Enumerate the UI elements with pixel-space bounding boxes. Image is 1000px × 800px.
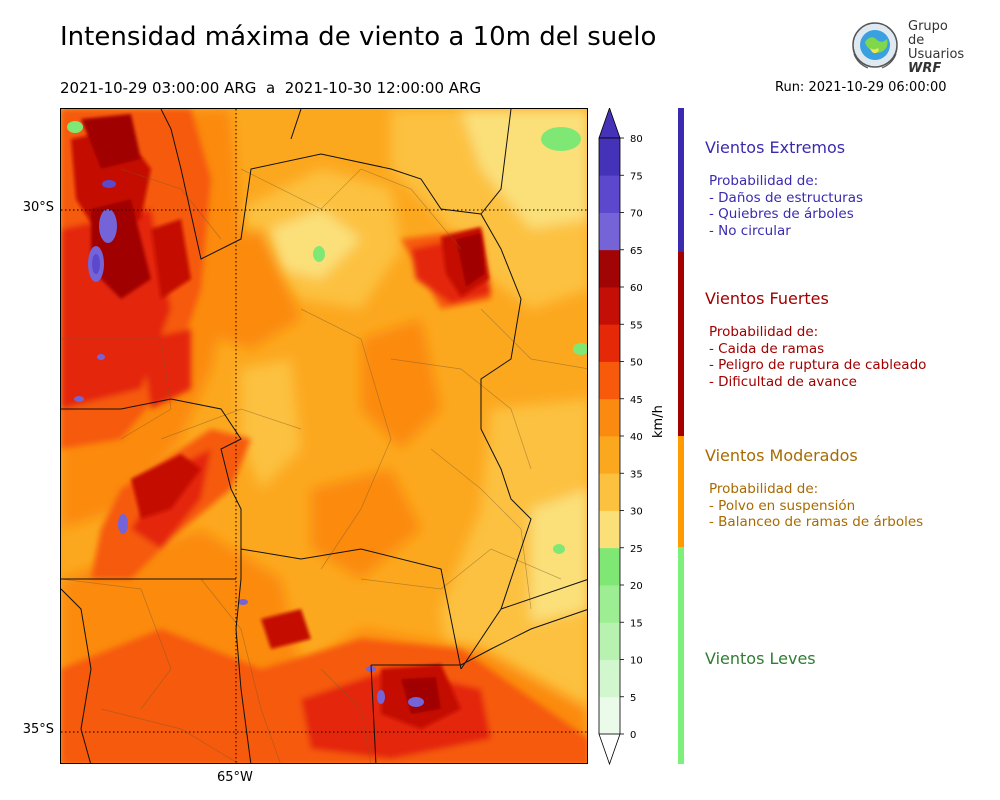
colorbar-tick-label: 20 — [630, 581, 643, 592]
category-leves: Vientos Leves — [705, 649, 816, 668]
colorbar-unit-label: km/h — [651, 405, 666, 438]
legend-bar-fuertes — [678, 252, 684, 436]
graticule — [61, 109, 587, 763]
colorbar: 0 5 10 15 20 25 30 35 40 45 50 55 60 65 70 75 80 — [598, 106, 668, 768]
colorbar-tick-label: 75 — [630, 171, 643, 182]
colorbar-segment — [599, 249, 620, 288]
wind-field-svg — [61, 109, 587, 763]
lat-label-30s: 30°S — [22, 200, 54, 215]
province-boundaries — [61, 109, 587, 763]
colorbar-segment — [599, 212, 620, 251]
field-light-specks — [67, 121, 587, 554]
colorbar-tick-label: 5 — [630, 693, 636, 704]
colorbar-segment — [599, 324, 620, 362]
colorbar-segment — [599, 510, 620, 549]
category-title: Vientos Extremos — [705, 138, 846, 157]
colorbar-segment — [599, 361, 620, 400]
colorbar-segment — [599, 138, 620, 176]
colorbar-tick-label: 65 — [630, 246, 643, 257]
category-description: Probabilidad de: - Daños de estructuras … — [705, 173, 863, 239]
colorbar-tick-label: 55 — [630, 320, 643, 331]
category-extremos: Vientos Extremos Probabilidad de: - Daño… — [705, 138, 863, 239]
run-time: Run: 2021-10-29 06:00:00 — [775, 80, 947, 95]
colorbar-segment — [599, 696, 620, 735]
category-line: - Polvo en suspensión — [709, 497, 856, 514]
colorbar-segment — [599, 398, 620, 437]
category-line: - Quiebres de árboles — [709, 206, 854, 222]
logo-line-2: Usuarios — [908, 47, 965, 62]
category-line: - Dificultad de avance — [709, 373, 857, 390]
category-line: - No circular — [709, 222, 791, 239]
colorbar-segment — [599, 659, 620, 698]
category-title: Vientos Moderados — [705, 446, 858, 465]
department-boundaries — [61, 168, 587, 763]
colorbar-tick-label: 50 — [630, 358, 643, 369]
colorbar-tick-label: 60 — [630, 283, 643, 294]
colorbar-tick-label: 40 — [630, 432, 643, 443]
colorbar-segment — [599, 175, 620, 213]
colorbar-svg: 0 5 10 15 20 25 30 35 40 45 50 55 60 65 70 75 80 — [598, 106, 643, 766]
wind-map — [60, 108, 588, 764]
period-separator: a — [265, 79, 276, 97]
category-line: - Peligro de ruptura de cableado — [709, 357, 927, 373]
category-line: - Balanceo de ramas de árboles — [709, 514, 924, 530]
colorbar-tick-label: 30 — [630, 507, 643, 518]
colorbar-tick-label: 0 — [630, 730, 636, 741]
colorbar-segment — [599, 585, 620, 623]
period-end: 2021-10-30 12:00:00 ARG — [284, 79, 482, 97]
period-start: 2021-10-29 03:00:00 ARG — [60, 79, 257, 97]
category-description: Probabilidad de: - Polvo en suspensión -… — [705, 481, 923, 531]
category-line: Probabilidad de: — [709, 173, 819, 189]
category-title: Vientos Leves — [705, 649, 816, 668]
colorbar-tick-label: 70 — [630, 209, 643, 220]
lon-label-65w: 65°W — [217, 770, 253, 785]
legend-bar-extremos — [678, 108, 684, 252]
colorbar-segment — [599, 547, 620, 586]
colorbar-tick-label: 35 — [630, 469, 643, 480]
time-period: 2021-10-29 03:00:00 ARG a 2021-10-30 12:… — [60, 79, 481, 97]
colorbar-extend-min — [598, 733, 621, 766]
globe-logo-icon — [852, 22, 898, 69]
legend-bar-moderados — [678, 436, 684, 547]
category-moderados: Vientos Moderados Probabilidad de: - Pol… — [705, 446, 923, 531]
colorbar-tick-label: 15 — [630, 618, 643, 629]
category-line: Probabilidad de: — [709, 324, 819, 340]
colorbar-tick-label: 25 — [630, 544, 643, 555]
colorbar-extend-max — [598, 106, 621, 139]
logo-line-3: WRF — [908, 61, 942, 76]
colorbar-tick-label: 80 — [630, 134, 643, 145]
lat-label-35s: 35°S — [22, 722, 54, 737]
category-line: - Daños de estructuras — [709, 189, 864, 206]
category-line: Probabilidad de: — [709, 481, 819, 497]
category-description: Probabilidad de: - Caida de ramas - Peli… — [705, 324, 926, 390]
colorbar-tick-label: 45 — [630, 395, 643, 406]
field-extreme-cells — [74, 180, 424, 707]
colorbar-segment — [599, 622, 620, 660]
colorbar-segment — [599, 436, 620, 474]
category-title: Vientos Fuertes — [705, 289, 829, 308]
colorbar-tick-label: 10 — [630, 656, 643, 667]
logo-line-1: Grupo de — [908, 19, 948, 48]
category-line: - Caida de ramas — [709, 340, 825, 357]
colorbar-segment — [599, 473, 620, 511]
field-light-zones — [241, 109, 587, 739]
legend-bar-leves — [678, 547, 684, 764]
logo-text: Grupo de Usuarios WRF — [908, 20, 968, 76]
chart-title: Intensidad máxima de viento a 10m del su… — [60, 22, 657, 52]
colorbar-segment — [599, 287, 620, 325]
wrf-logo: Grupo de Usuarios WRF — [848, 18, 968, 76]
category-fuertes: Vientos Fuertes Probabilidad de: - Caida… — [705, 289, 926, 390]
